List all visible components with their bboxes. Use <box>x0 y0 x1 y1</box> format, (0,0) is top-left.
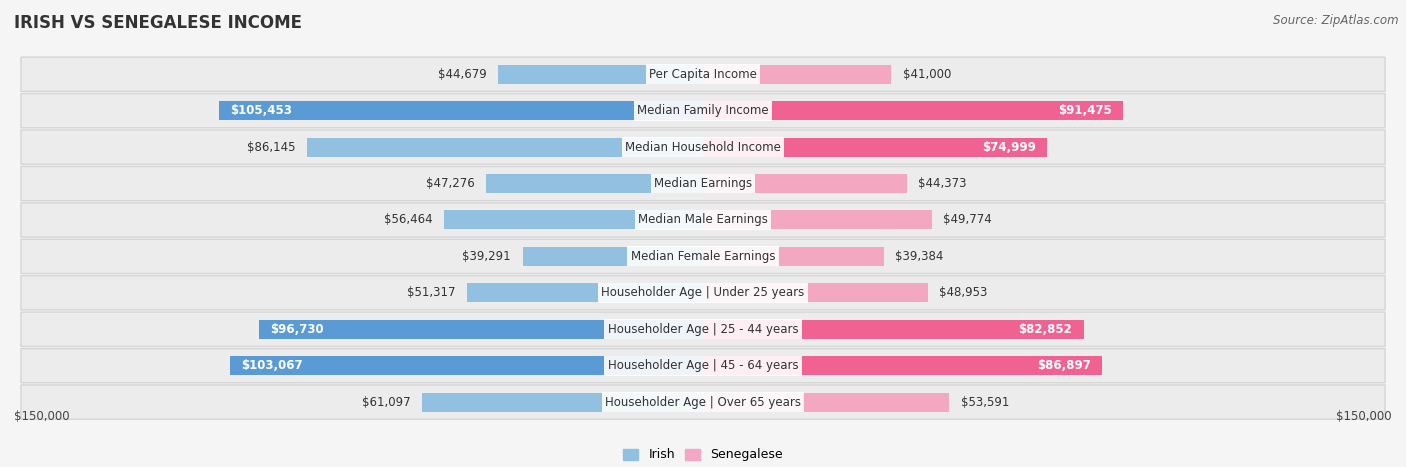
FancyBboxPatch shape <box>21 57 1385 92</box>
Bar <box>703 174 907 193</box>
Bar <box>703 138 1047 156</box>
Text: Per Capita Income: Per Capita Income <box>650 68 756 81</box>
Text: Median Earnings: Median Earnings <box>654 177 752 190</box>
Bar <box>486 174 703 193</box>
Text: Source: ZipAtlas.com: Source: ZipAtlas.com <box>1274 14 1399 27</box>
Text: Median Household Income: Median Household Income <box>626 141 780 154</box>
Bar <box>703 393 949 411</box>
Text: $47,276: $47,276 <box>426 177 474 190</box>
Text: $48,953: $48,953 <box>939 286 987 299</box>
Text: $49,774: $49,774 <box>943 213 991 226</box>
FancyBboxPatch shape <box>21 276 1385 310</box>
Bar <box>703 101 1123 120</box>
Text: $105,453: $105,453 <box>231 104 292 117</box>
Bar <box>219 101 703 120</box>
Text: $96,730: $96,730 <box>270 323 323 336</box>
Bar <box>498 65 703 84</box>
Bar <box>523 247 703 266</box>
Bar <box>703 65 891 84</box>
Text: $150,000: $150,000 <box>14 410 70 423</box>
Bar <box>259 320 703 339</box>
Text: $86,145: $86,145 <box>247 141 295 154</box>
Text: Householder Age | Under 25 years: Householder Age | Under 25 years <box>602 286 804 299</box>
Bar <box>703 247 884 266</box>
Text: $56,464: $56,464 <box>384 213 432 226</box>
Text: Median Female Earnings: Median Female Earnings <box>631 250 775 263</box>
Text: $44,679: $44,679 <box>437 68 486 81</box>
Text: $86,897: $86,897 <box>1036 359 1091 372</box>
Text: $61,097: $61,097 <box>363 396 411 409</box>
Bar <box>703 320 1084 339</box>
Legend: Irish, Senegalese: Irish, Senegalese <box>623 448 783 461</box>
Text: $53,591: $53,591 <box>960 396 1010 409</box>
Text: $74,999: $74,999 <box>983 141 1036 154</box>
Bar <box>703 356 1102 375</box>
Text: IRISH VS SENEGALESE INCOME: IRISH VS SENEGALESE INCOME <box>14 14 302 32</box>
Text: Median Family Income: Median Family Income <box>637 104 769 117</box>
FancyBboxPatch shape <box>21 239 1385 274</box>
FancyBboxPatch shape <box>21 203 1385 237</box>
FancyBboxPatch shape <box>21 312 1385 347</box>
FancyBboxPatch shape <box>21 385 1385 419</box>
Text: Householder Age | 25 - 44 years: Householder Age | 25 - 44 years <box>607 323 799 336</box>
Text: Householder Age | 45 - 64 years: Householder Age | 45 - 64 years <box>607 359 799 372</box>
Text: $103,067: $103,067 <box>240 359 302 372</box>
Bar <box>308 138 703 156</box>
Text: $44,373: $44,373 <box>918 177 967 190</box>
Text: $51,317: $51,317 <box>408 286 456 299</box>
FancyBboxPatch shape <box>21 348 1385 383</box>
Text: $150,000: $150,000 <box>1336 410 1392 423</box>
FancyBboxPatch shape <box>21 93 1385 128</box>
Bar <box>422 393 703 411</box>
Text: $41,000: $41,000 <box>903 68 952 81</box>
Text: Householder Age | Over 65 years: Householder Age | Over 65 years <box>605 396 801 409</box>
Bar <box>467 283 703 302</box>
Bar <box>444 211 703 229</box>
Bar <box>703 283 928 302</box>
Text: $39,384: $39,384 <box>896 250 943 263</box>
Bar <box>229 356 703 375</box>
FancyBboxPatch shape <box>21 130 1385 164</box>
Text: $82,852: $82,852 <box>1018 323 1071 336</box>
FancyBboxPatch shape <box>21 166 1385 201</box>
Text: Median Male Earnings: Median Male Earnings <box>638 213 768 226</box>
Text: $39,291: $39,291 <box>463 250 510 263</box>
Text: $91,475: $91,475 <box>1057 104 1112 117</box>
Bar <box>703 211 932 229</box>
